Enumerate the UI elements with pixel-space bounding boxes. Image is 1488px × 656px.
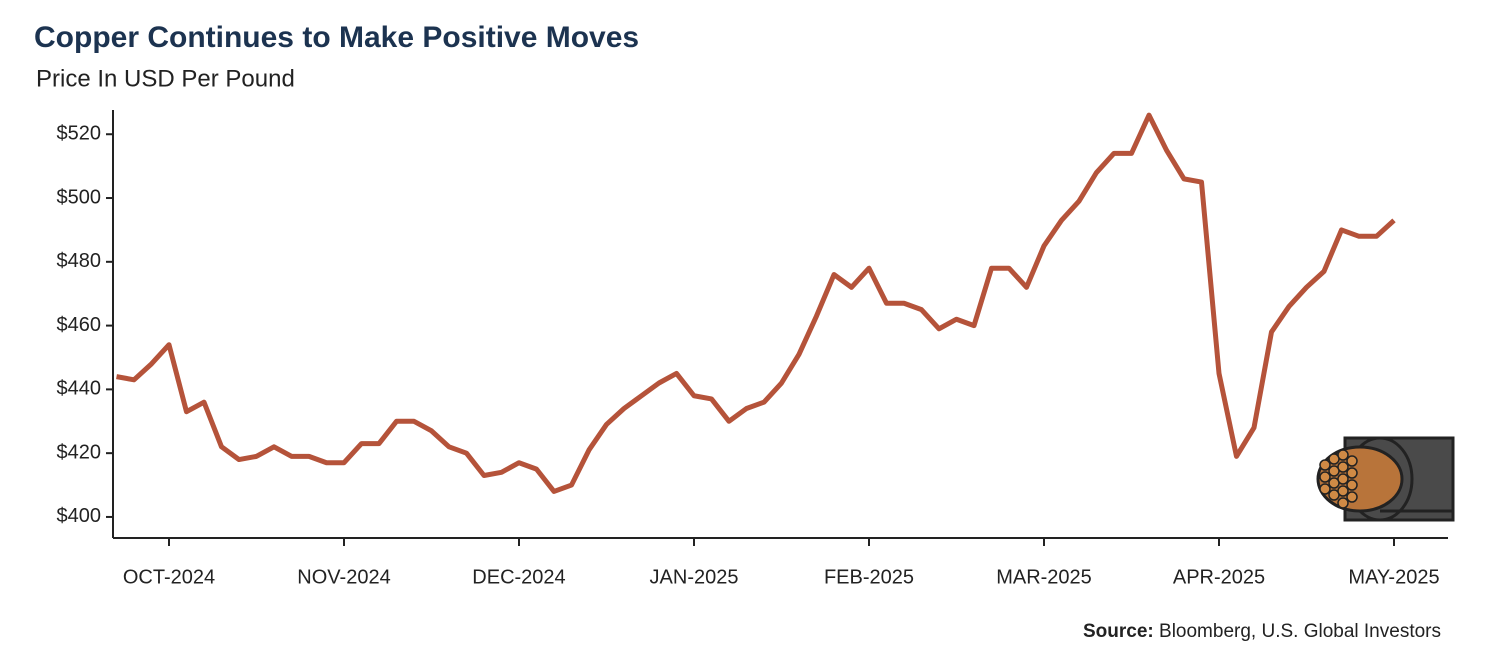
y-tick-label: $500 (57, 186, 102, 208)
x-tick-label: NOV-2024 (297, 566, 390, 588)
price-line (116, 112, 1396, 494)
source: Source: Bloomberg, U.S. Global Investors (1083, 621, 1441, 642)
y-tick-label: $460 (57, 314, 102, 336)
x-tick-label: MAR-2025 (996, 566, 1092, 588)
x-tick-label: DEC-2024 (472, 566, 565, 588)
y-tick-label: $440 (57, 378, 102, 400)
x-tick-label: FEB-2025 (824, 566, 914, 588)
source-label: Source: (1083, 621, 1154, 642)
x-tick-label: OCT-2024 (123, 566, 215, 588)
source-text: Bloomberg, U.S. Global Investors (1159, 621, 1441, 642)
chart-subtitle: Price In USD Per Pound (36, 65, 295, 92)
chart-title: Copper Continues to Make Positive Moves (34, 21, 639, 54)
y-tick-label: $480 (57, 250, 102, 272)
y-tick-label: $400 (57, 505, 102, 527)
y-tick-label: $520 (57, 123, 102, 145)
x-tick-label: APR-2025 (1173, 566, 1265, 588)
y-tick-label: $420 (57, 441, 102, 463)
cable-icon (1316, 436, 1455, 522)
x-tick-label: JAN-2025 (650, 566, 739, 588)
x-tick-label: MAY-2025 (1348, 566, 1439, 588)
